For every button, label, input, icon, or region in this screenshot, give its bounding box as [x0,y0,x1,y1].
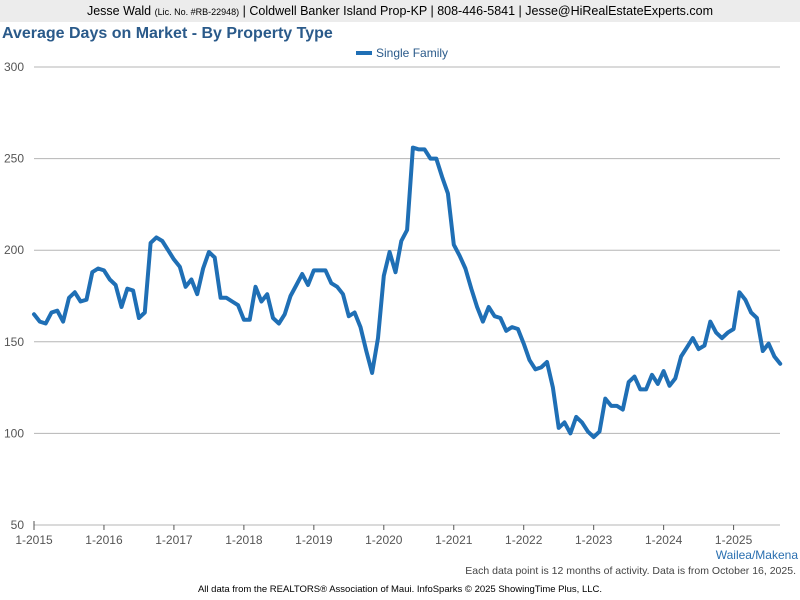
y-tick-label: 100 [4,426,24,440]
agent-name: Jesse Wald [86,4,152,18]
x-tick-label: 1-2022 [505,533,543,547]
x-tick-label: 1-2020 [365,533,403,547]
x-tick-label: 1-2019 [295,533,333,547]
agent-contact-info: | Coldwell Banker Island Prop-KP | 808-4… [242,4,713,18]
legend-label: Single Family [376,46,449,60]
footer-credit: All data from the REALTORS® Association … [197,584,603,595]
y-tick-label: 300 [4,60,24,74]
x-tick-label: 1-2018 [225,533,263,547]
agent-contact-bar: Jesse Wald (Lic. No. #RB-22948) | Coldwe… [0,0,800,22]
x-tick-label: 1-2017 [155,533,193,547]
chart-title: Average Days on Market - By Property Typ… [2,25,333,42]
series-line-single-family [32,145,783,440]
y-tick-label: 150 [4,335,24,349]
x-tick-label: 1-2015 [15,533,53,547]
y-tick-label: 50 [11,518,25,532]
data-note: Each data point is 12 months of activity… [465,565,796,577]
x-tick-label: 1-2024 [645,533,683,547]
legend-swatch [356,51,372,55]
y-tick-label: 200 [4,243,24,257]
agent-license: (Lic. No. #RB-22948) [154,7,240,17]
y-tick-label: 250 [4,152,24,166]
x-tick-label: 1-2021 [435,533,473,547]
x-tick-label: 1-2016 [85,533,123,547]
chart-legend: Single Family [356,46,448,60]
area-label: Wailea/Makena [715,548,798,562]
x-tick-label: 1-2023 [575,533,613,547]
x-tick-label: 1-2025 [715,533,753,547]
